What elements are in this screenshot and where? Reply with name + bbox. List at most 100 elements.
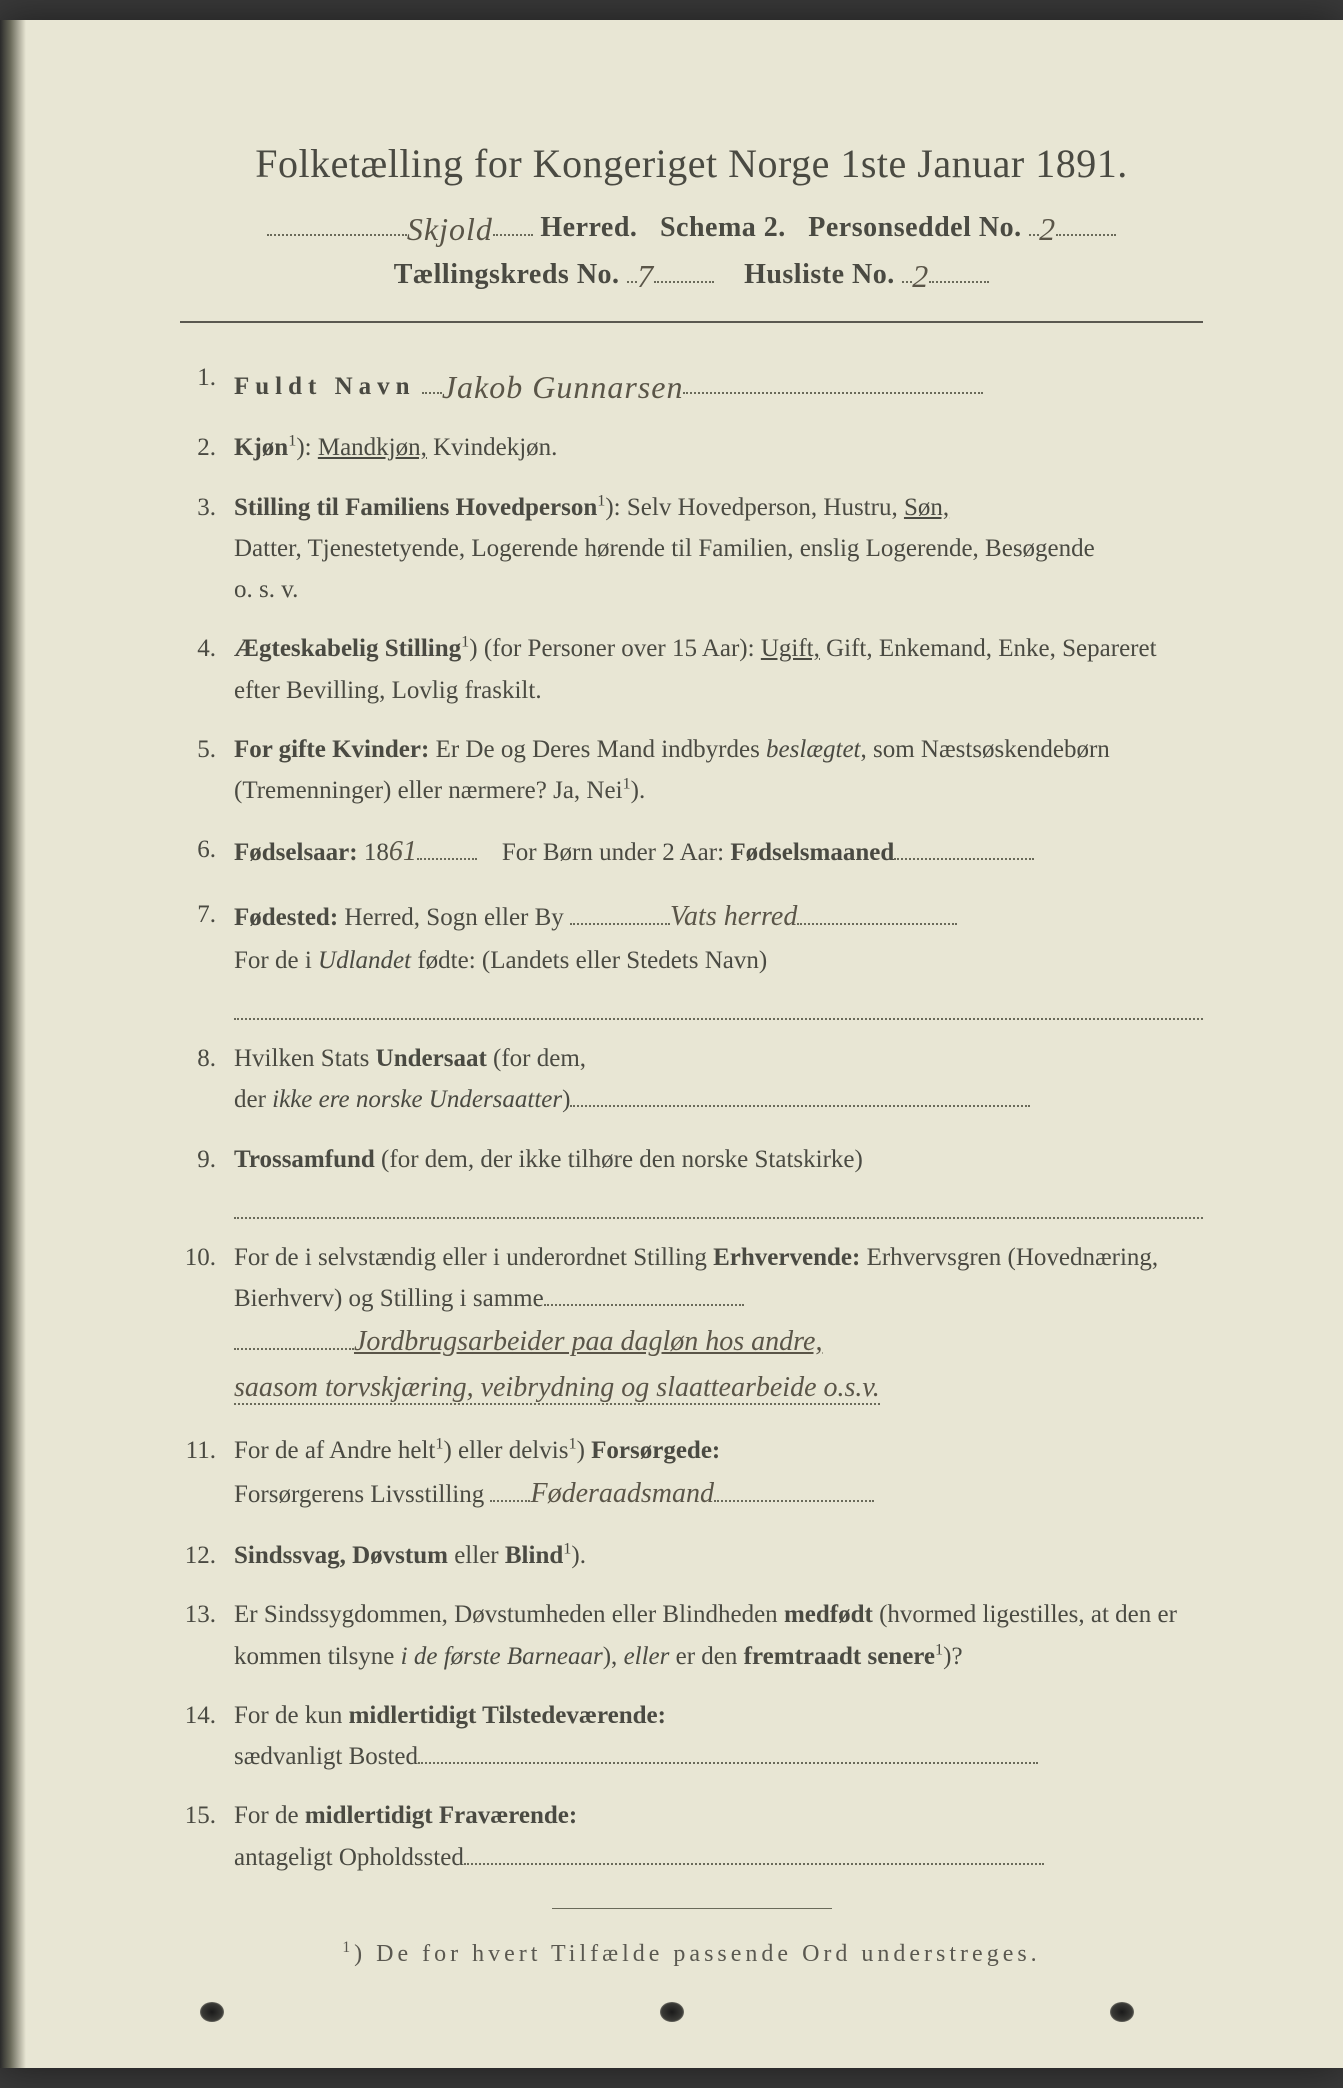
- item-13-text1: Er Sindssygdommen, Døvstumheden eller Bl…: [234, 1601, 784, 1628]
- item-num: 5.: [180, 729, 234, 812]
- item-11: 11. For de af Andre helt1) eller delvis1…: [180, 1430, 1203, 1517]
- item-num: 3.: [180, 487, 234, 611]
- item-10-text1: For de i selvstændig eller i underordnet…: [234, 1244, 713, 1271]
- item-6-label: Fødselsaar:: [234, 839, 358, 866]
- item-2-mandkjon: Mandkjøn,: [318, 434, 427, 461]
- item-8-text2: (for dem,: [487, 1045, 586, 1072]
- header-rule: [180, 321, 1203, 323]
- item-num: 14.: [180, 1695, 234, 1778]
- item-15-label: midlertidigt Fraværende:: [305, 1802, 577, 1829]
- item-12-label2: Blind: [505, 1542, 563, 1569]
- item-3-line2: Datter, Tjenestetyende, Logerende hørend…: [234, 535, 1095, 562]
- item-12: 12. Sindssvag, Døvstum eller Blind1).: [180, 1535, 1203, 1576]
- item-7-udl: Udlandet: [318, 947, 411, 974]
- item-1: 1. Fuldt Navn Jakob Gunnarsen: [180, 357, 1203, 410]
- item-14-text: For de kun: [234, 1702, 349, 1729]
- punch-hole: [200, 2002, 224, 2022]
- item-11-line2: Forsørgerens Livsstilling: [234, 1481, 484, 1508]
- item-7: 7. Fødested: Herred, Sogn eller By Vats …: [180, 894, 1203, 1020]
- item-num: 2.: [180, 427, 234, 468]
- item-3: 3. Stilling til Familiens Hovedperson1):…: [180, 487, 1203, 611]
- herred-value: Skjold: [407, 211, 493, 247]
- item-num: 15.: [180, 1795, 234, 1878]
- item-7-label: Fødested:: [234, 904, 338, 931]
- husliste-label: Husliste No.: [744, 259, 895, 290]
- item-10-label: Erhvervende:: [713, 1244, 860, 1271]
- item-10-hw1: Jordbrugsarbeider paa dagløn hos andre,: [354, 1326, 822, 1357]
- item-13-label2: fremtraadt senere: [744, 1643, 935, 1670]
- punch-hole: [660, 2002, 684, 2022]
- item-9-label: Trossamfund: [234, 1146, 375, 1173]
- item-num: 7.: [180, 894, 234, 1020]
- kreds-label: Tællingskreds No.: [394, 259, 620, 290]
- husliste-no: 2: [912, 258, 929, 294]
- item-7-value: Vats herred: [670, 901, 797, 932]
- subtitle-row-1: Skjold Herred. Schema 2. Personseddel No…: [180, 205, 1203, 244]
- item-num: 13.: [180, 1594, 234, 1677]
- item-13-ital: i de første Barneaar: [401, 1643, 603, 1670]
- item-7-text: Herred, Sogn eller By: [344, 904, 563, 931]
- item-1-value: Jakob Gunnarsen: [442, 369, 684, 405]
- page-title: Folketælling for Kongeriget Norge 1ste J…: [180, 140, 1203, 187]
- item-15-text: For de: [234, 1802, 305, 1829]
- item-8-line2a: der: [234, 1086, 272, 1113]
- item-7-line2b: fødte: (Landets eller Stedets Navn): [411, 947, 767, 974]
- item-5-besl: beslægtet: [766, 736, 860, 763]
- item-3-label: Stilling til Familiens Hovedperson: [234, 494, 597, 521]
- item-13-ital2: eller: [624, 1643, 670, 1670]
- item-num: 8.: [180, 1038, 234, 1121]
- item-13-label: medfødt: [784, 1601, 873, 1628]
- item-5-label: For gifte Kvinder:: [234, 736, 429, 763]
- item-14: 14. For de kun midlertidigt Tilstedevære…: [180, 1695, 1203, 1778]
- personseddel-no: 2: [1039, 211, 1056, 247]
- item-8: 8. Hvilken Stats Undersaat (for dem, der…: [180, 1038, 1203, 1121]
- item-14-line2: sædvanligt Bosted: [234, 1743, 418, 1770]
- schema-label: Schema 2.: [660, 212, 786, 243]
- personseddel-label: Personseddel No.: [808, 212, 1021, 243]
- item-6-year: 61: [389, 836, 417, 867]
- item-11-value: Føderaadsmand: [530, 1478, 714, 1509]
- item-15: 15. For de midlertidigt Fraværende: anta…: [180, 1795, 1203, 1878]
- item-2: 2. Kjøn1): Mandkjøn, Kvindekjøn.: [180, 427, 1203, 468]
- item-7-blank: [234, 985, 1203, 1020]
- item-10: 10. For de i selvstændig eller i underor…: [180, 1237, 1203, 1412]
- item-6: 6. Fødselsaar: 1861 For Børn under 2 Aar…: [180, 829, 1203, 875]
- item-13-text3: ),: [603, 1643, 624, 1670]
- item-15-line2: antageligt Opholdssted: [234, 1844, 464, 1871]
- item-1-label: Fuldt Navn: [234, 373, 416, 400]
- item-8-ital: ikke ere norske Undersaatter: [272, 1086, 562, 1113]
- item-11-text2: eller delvis: [458, 1437, 568, 1464]
- item-num: 1.: [180, 357, 234, 410]
- footnote-rule: [552, 1908, 832, 1909]
- item-11-text1: For de af Andre helt: [234, 1437, 435, 1464]
- item-num: 9.: [180, 1139, 234, 1219]
- item-8-line2b: ): [562, 1086, 570, 1113]
- item-2-label: Kjøn: [234, 434, 288, 461]
- item-num: 12.: [180, 1535, 234, 1576]
- item-num: 11.: [180, 1430, 234, 1517]
- item-5: 5. For gifte Kvinder: Er De og Deres Man…: [180, 729, 1203, 812]
- item-num: 10.: [180, 1237, 234, 1412]
- item-3-son: Søn,: [904, 494, 949, 521]
- item-9-blank: [234, 1184, 1203, 1219]
- item-4: 4. Ægteskabelig Stilling1) (for Personer…: [180, 628, 1203, 711]
- item-7-line2a: For de i: [234, 947, 318, 974]
- item-4-label: Ægteskabelig Stilling: [234, 635, 461, 662]
- item-4-ugift: Ugift,: [761, 635, 820, 662]
- herred-label: Herred.: [540, 212, 637, 243]
- footnote: 1) De for hvert Tilfælde passende Ord un…: [180, 1939, 1203, 1968]
- item-13-text4: er den: [669, 1643, 743, 1670]
- item-2-rest: Kvindekjøn.: [427, 434, 558, 461]
- item-13: 13. Er Sindssygdommen, Døvstumheden elle…: [180, 1594, 1203, 1677]
- item-6-label2: Fødselsmaaned: [730, 839, 894, 866]
- subtitle-row-2: Tællingskreds No. 7 Husliste No. 2: [180, 252, 1203, 291]
- item-4-paren: (for Personer over 15 Aar):: [484, 635, 761, 662]
- item-num: 6.: [180, 829, 234, 875]
- item-8-text1: Hvilken Stats: [234, 1045, 376, 1072]
- item-3-line3: o. s. v.: [234, 576, 298, 603]
- item-9: 9. Trossamfund (for dem, der ikke tilhør…: [180, 1139, 1203, 1219]
- item-10-hw2: saasom torvskjæring, veibrydning og slaa…: [234, 1372, 880, 1405]
- item-14-label: midlertidigt Tilstedeværende:: [349, 1702, 666, 1729]
- item-num: 4.: [180, 628, 234, 711]
- item-8-label: Undersaat: [376, 1045, 487, 1072]
